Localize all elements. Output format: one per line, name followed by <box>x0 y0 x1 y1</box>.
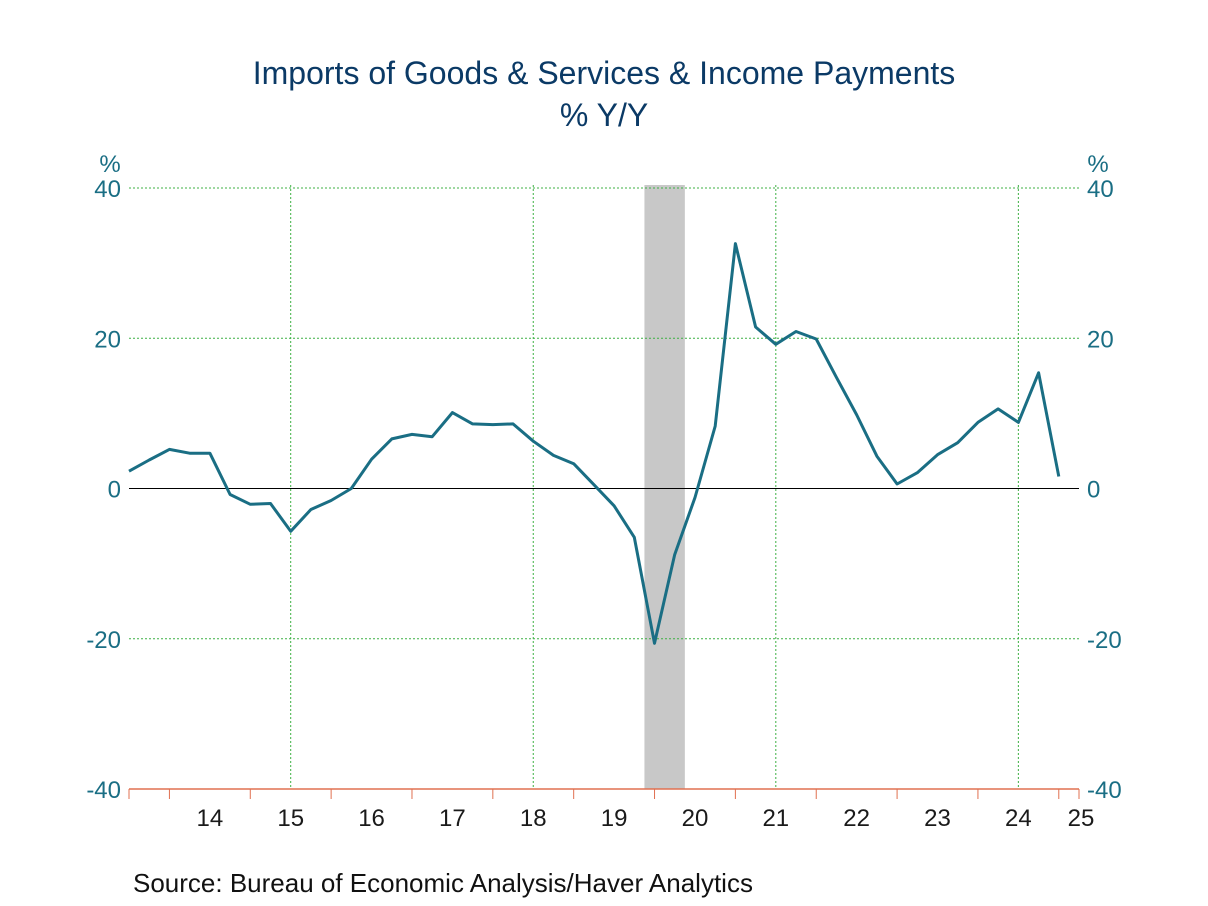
x-tick-label: 16 <box>358 805 385 832</box>
y-tick-label-left: 20 <box>94 326 121 353</box>
x-tick-label: 25 <box>1068 805 1095 832</box>
x-tick-label: 17 <box>439 805 466 832</box>
x-tick-label: 19 <box>601 805 628 832</box>
chart-title: Imports of Goods & Services & Income Pay… <box>252 55 956 91</box>
y-tick-label-left: -20 <box>86 627 121 654</box>
x-tick-label: 23 <box>924 805 951 832</box>
x-tick-label: 14 <box>196 805 223 832</box>
y-tick-label-right: -40 <box>1087 777 1122 804</box>
x-tick-label: 21 <box>762 805 789 832</box>
y-tick-label-left: -40 <box>86 777 121 804</box>
series-line <box>128 242 1061 645</box>
y-tick-label-right: 20 <box>1087 326 1114 353</box>
x-tick-label: 24 <box>1005 805 1032 832</box>
y-tick-label-right: -20 <box>1087 627 1122 654</box>
y-unit-label-left: % <box>99 151 120 178</box>
y-unit-label-right: % <box>1087 151 1108 178</box>
x-tick-label: 22 <box>843 805 870 832</box>
x-tick-label: 20 <box>682 805 709 832</box>
x-tick-label: 18 <box>520 805 547 832</box>
chart-subtitle: % Y/Y <box>559 97 649 133</box>
x-tick-label: 15 <box>277 805 304 832</box>
recession-band <box>644 185 685 789</box>
y-tick-label-right: 0 <box>1087 477 1100 504</box>
y-tick-label-left: 0 <box>108 477 121 504</box>
y-tick-label-right: 40 <box>1087 176 1114 203</box>
y-tick-label-left: 40 <box>94 176 121 203</box>
source-note: Source: Bureau of Economic Analysis/Have… <box>133 868 753 898</box>
